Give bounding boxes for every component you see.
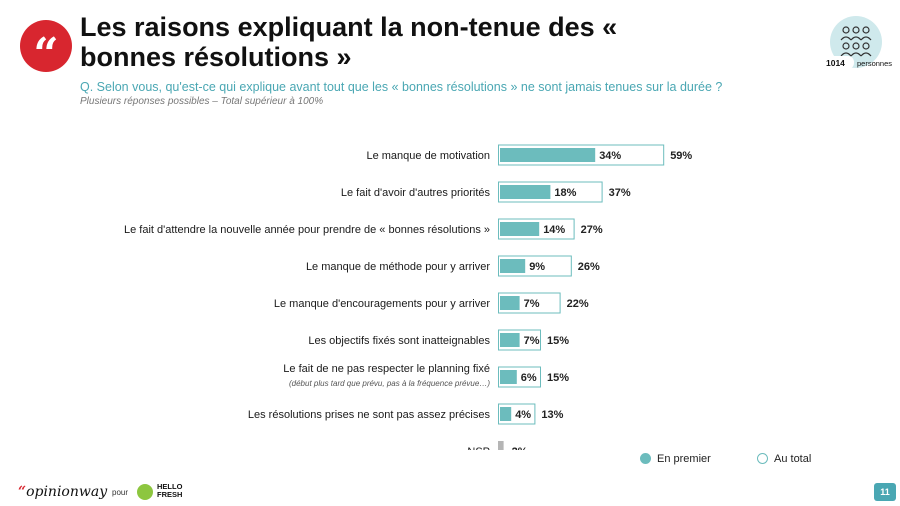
value-label-first: 4% (515, 409, 531, 421)
category-sublabel: (début plus tard que prévu, pas à la fré… (289, 379, 490, 388)
category-label: Le manque de motivation (366, 150, 490, 162)
category-label: Le fait d'avoir d'autres priorités (341, 187, 491, 199)
category-label: Le fait de ne pas respecter le planning … (283, 363, 490, 375)
value-label-total: 59% (670, 150, 692, 162)
category-label: Les résolutions prises ne sont pas assez… (248, 409, 491, 421)
legend-total-label: Au total (774, 453, 812, 465)
sample-label: personnes (857, 59, 893, 68)
value-label-first: 18% (554, 187, 576, 199)
bar-first (500, 148, 596, 162)
value-label-total: 15% (547, 335, 569, 347)
sample-count-bg (826, 56, 854, 69)
category-label: Le manque d'encouragements pour y arrive… (274, 298, 490, 310)
bar-first (500, 333, 520, 347)
quote-logo: “ (20, 20, 72, 80)
legend-total-swatch (757, 453, 768, 464)
value-label-total: 2% (512, 446, 528, 450)
bar-chart: 34% 59% Le manque de motivation 18% 37% Le fa… (124, 144, 692, 450)
value-label-total: 13% (541, 409, 563, 421)
opinionway-logo: “opinionway (18, 484, 108, 500)
bar-nsp (498, 441, 504, 450)
question-text: Q. Selon vous, qu'est-ce qui explique av… (80, 80, 723, 94)
hellofresh-lime-icon (137, 484, 153, 500)
value-label-total: 37% (609, 187, 631, 199)
footer-pour: pour (112, 488, 129, 497)
page-number: 11 (874, 483, 896, 501)
category-label: Les objectifs fixés sont inatteignables (308, 335, 490, 347)
legend-total: Au total (757, 453, 811, 465)
legend-first-swatch (640, 453, 651, 464)
value-label-first: 7% (524, 335, 540, 347)
value-label-total: 27% (581, 224, 603, 236)
category-label: Le fait d'attendre la nouvelle année pou… (124, 224, 490, 236)
bar-first (500, 370, 517, 384)
legend-first-label: En premier (657, 453, 711, 465)
bar-first (500, 296, 520, 310)
sample-count: 1014 (826, 58, 845, 68)
value-label-total: 15% (547, 372, 569, 384)
value-label-first: 9% (529, 261, 545, 273)
category-label: Le manque de méthode pour y arriver (306, 261, 490, 273)
value-label-first: 34% (599, 150, 621, 162)
value-label-first: 14% (543, 224, 565, 236)
page-title: Les raisons expliquant la non-tenue des … (80, 12, 618, 72)
value-label-total: 22% (567, 298, 589, 310)
hellofresh-logo: HELLO FRESH (157, 482, 183, 499)
value-label-first: 7% (524, 298, 540, 310)
question-note: Plusieurs réponses possibles – Total sup… (80, 96, 324, 107)
value-label-total: 26% (578, 261, 600, 273)
value-label-first: 6% (521, 372, 537, 384)
bar-first (500, 222, 540, 236)
legend-first: En premier (640, 453, 711, 465)
bar-first (500, 407, 512, 421)
bar-first (500, 259, 526, 273)
category-label: NSP (467, 446, 490, 450)
bar-first (500, 185, 551, 199)
